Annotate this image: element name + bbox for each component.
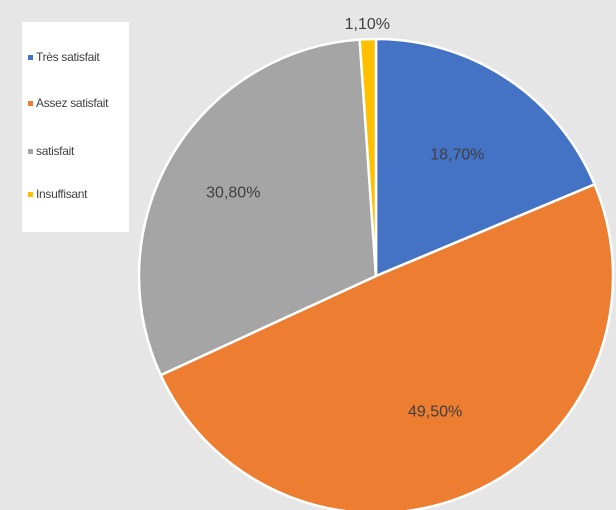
data-label-satisfait: 30,80% xyxy=(206,184,260,201)
legend: Très satisfait Assez satisfait satisfait… xyxy=(22,22,129,232)
pie-slice-satisfait xyxy=(137,38,378,377)
legend-swatch-insuffisant xyxy=(28,191,33,197)
pie-slice-assez-satisfait xyxy=(159,183,615,510)
legend-label-satisfait: satisfait xyxy=(36,144,74,158)
data-label-tres-satisfait: 18,70% xyxy=(430,147,484,164)
legend-swatch-tres-satisfait xyxy=(28,54,33,60)
legend-item-insuffisant: Insuffisant xyxy=(28,185,87,203)
data-label-assez-satisfait: 49,50% xyxy=(408,404,462,421)
legend-item-satisfait: satisfait xyxy=(28,142,74,160)
legend-label-insuffisant: Insuffisant xyxy=(36,187,88,201)
legend-label-tres-satisfait: Très satisfait xyxy=(36,50,100,64)
legend-swatch-satisfait xyxy=(28,148,33,154)
legend-label-assez-satisfait: Assez satisfait xyxy=(36,96,109,110)
legend-item-assez-satisfait: Assez satisfait xyxy=(28,94,109,112)
legend-item-tres-satisfait: Très satisfait xyxy=(28,48,100,66)
data-label-insuffisant: 1,10% xyxy=(345,16,390,33)
pie-slice-insuffisant xyxy=(358,37,378,278)
pie-slice-tres-satisfait xyxy=(374,37,596,278)
legend-swatch-assez-satisfait xyxy=(28,100,33,106)
